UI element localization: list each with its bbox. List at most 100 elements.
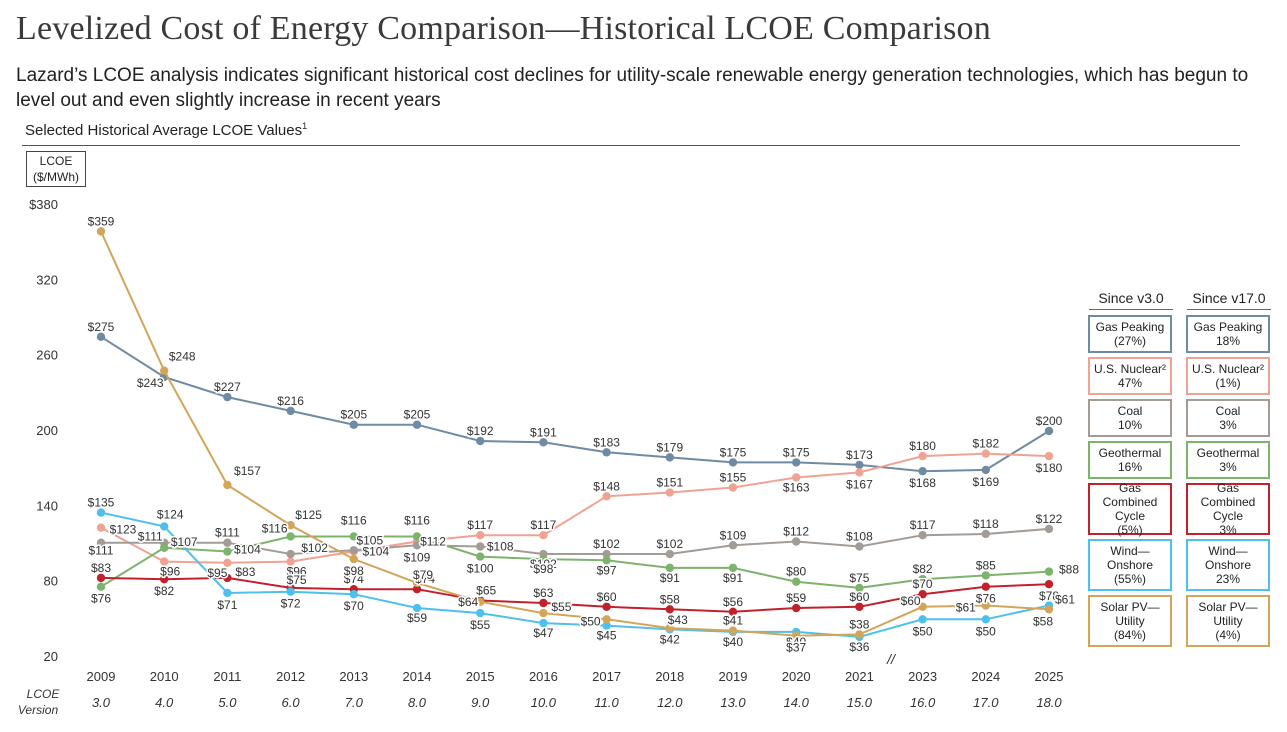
page-subtitle: Lazard’s LCOE analysis indicates signifi… (16, 65, 1249, 111)
version-label: 11.0 (594, 695, 619, 710)
data-point-solar-pv-utility (412, 578, 422, 588)
data-label-solar-pv-utility: $125 (295, 508, 322, 522)
data-point-u-s-nuclear (160, 557, 169, 566)
legend-box-since-v17: U.S. Nuclear² (1%) (1186, 357, 1270, 395)
version-label: 7.0 (345, 695, 364, 710)
version-label: 5.0 (218, 695, 237, 710)
x-tick-label: 2015 (466, 669, 495, 684)
data-label-solar-pv-utility: $61 (956, 601, 976, 615)
data-label-u-s-nuclear: $96 (287, 565, 307, 579)
data-point-u-s-nuclear (476, 531, 485, 540)
data-label-gas-peaking: $275 (88, 320, 115, 334)
legend-series-name: Onshore (1204, 558, 1252, 572)
data-point-geothermal (349, 532, 358, 541)
data-label-solar-pv-utility: $248 (169, 350, 196, 364)
data-label-u-s-nuclear: $117 (530, 518, 556, 532)
data-point-solar-pv-utility (476, 597, 485, 606)
data-label-geothermal: $100 (467, 562, 494, 576)
data-label-coal: $102 (656, 537, 683, 551)
data-label-wind-onshore: $42 (660, 632, 680, 646)
data-label-u-s-nuclear: $112 (420, 534, 446, 548)
data-label-solar-pv-utility: $50 (581, 614, 601, 628)
version-axis-label-line1: LCOE (27, 687, 61, 701)
series-line-gas-combined-cycle (100, 576, 1050, 613)
data-label-u-s-nuclear: $180 (1036, 461, 1063, 475)
data-point-u-s-nuclear (981, 449, 990, 458)
data-point-wind-onshore (223, 588, 232, 598)
data-point-coal (286, 549, 295, 559)
data-point-u-s-nuclear (286, 557, 295, 566)
data-label-gas-combined-cycle: $63 (533, 586, 553, 600)
data-point-solar-pv-utility (665, 623, 674, 633)
legend-series-name: Gas Peaking (1095, 320, 1165, 334)
data-point-geothermal (223, 547, 232, 556)
data-label-wind-onshore: $135 (88, 496, 115, 510)
data-label-geothermal: $91 (660, 571, 680, 585)
data-point-wind-onshore (602, 621, 611, 630)
x-tick-label: 2017 (592, 669, 621, 684)
data-label-u-s-nuclear: $180 (909, 439, 936, 453)
legend-header-rule-left (1089, 309, 1173, 310)
data-label-wind-onshore: $70 (344, 599, 364, 613)
data-label-solar-pv-utility: $64 (458, 595, 478, 609)
legend-series-name: Cycle (1114, 509, 1145, 523)
data-point-gas-combined-cycle (412, 585, 422, 594)
axis-break-marker: // (886, 651, 897, 667)
data-label-coal: $109 (720, 528, 747, 542)
legend-change-value: 18% (1215, 334, 1241, 348)
data-point-gas-peaking (286, 406, 295, 416)
data-point-wind-onshore (539, 618, 548, 628)
y-tick-label: $380 (29, 197, 58, 212)
y-tick-label: 20 (44, 649, 58, 664)
data-point-solar-pv-utility (223, 480, 232, 490)
legend-box-since-v3: U.S. Nuclear² 47% (1088, 357, 1172, 395)
data-point-wind-onshore (96, 508, 106, 517)
legend-box-since-v17: Coal 3% (1186, 399, 1270, 437)
data-point-gas-peaking (96, 332, 106, 342)
data-point-geothermal (602, 556, 611, 565)
data-label-solar-pv-utility: $79 (413, 568, 433, 582)
legend-box-since-v17: Gas Combined Cycle 3% (1186, 481, 1270, 537)
data-point-geothermal (981, 571, 990, 580)
version-label: 6.0 (282, 695, 301, 710)
version-label: 14.0 (784, 695, 810, 710)
legend-change-value: 23% (1215, 572, 1241, 586)
series-line-wind-onshore (100, 511, 1050, 638)
data-point-wind-onshore (918, 615, 927, 624)
data-point-coal (96, 538, 106, 547)
data-label-coal: $118 (973, 517, 999, 531)
data-label-geothermal: $97 (597, 563, 617, 577)
legend-change-value: 10% (1117, 418, 1143, 432)
data-label-gas-combined-cycle: $59 (786, 591, 806, 605)
data-point-geothermal (160, 543, 169, 552)
data-point-solar-pv-utility (792, 631, 801, 640)
version-label: 10.0 (531, 695, 557, 710)
data-point-gas-peaking (918, 466, 927, 476)
data-label-wind-onshore: $124 (157, 507, 184, 521)
legend-box-since-v17: Wind— Onshore 23% (1186, 539, 1270, 591)
data-label-wind-onshore: $40 (786, 635, 806, 649)
data-point-u-s-nuclear (855, 468, 864, 477)
data-label-coal: $102 (301, 541, 328, 555)
legend-series-name: Gas Combined (1102, 481, 1158, 509)
data-label-u-s-nuclear: $167 (846, 477, 873, 491)
data-point-coal (792, 537, 801, 546)
data-label-gas-combined-cycle: $74 (344, 572, 364, 586)
data-label-u-s-nuclear: $151 (656, 476, 683, 490)
data-point-coal (981, 529, 990, 539)
data-point-gas-peaking (1044, 426, 1054, 436)
data-label-wind-onshore: $55 (470, 618, 490, 632)
legend-change-value: 3% (1219, 523, 1237, 537)
data-point-gas-combined-cycle (539, 598, 548, 608)
data-point-u-s-nuclear (539, 531, 548, 540)
data-label-wind-onshore: $59 (407, 611, 427, 625)
data-point-u-s-nuclear (918, 451, 927, 461)
legend-change-value: (5%) (1117, 523, 1143, 537)
data-point-coal (1044, 524, 1054, 534)
data-label-coal: $108 (846, 530, 873, 544)
x-tick-label: 2024 (971, 669, 1000, 684)
data-point-gas-combined-cycle (918, 590, 927, 599)
data-label-geothermal: $98 (533, 562, 553, 576)
y-tick-label: 200 (36, 423, 58, 438)
version-label: 16.0 (910, 695, 936, 710)
